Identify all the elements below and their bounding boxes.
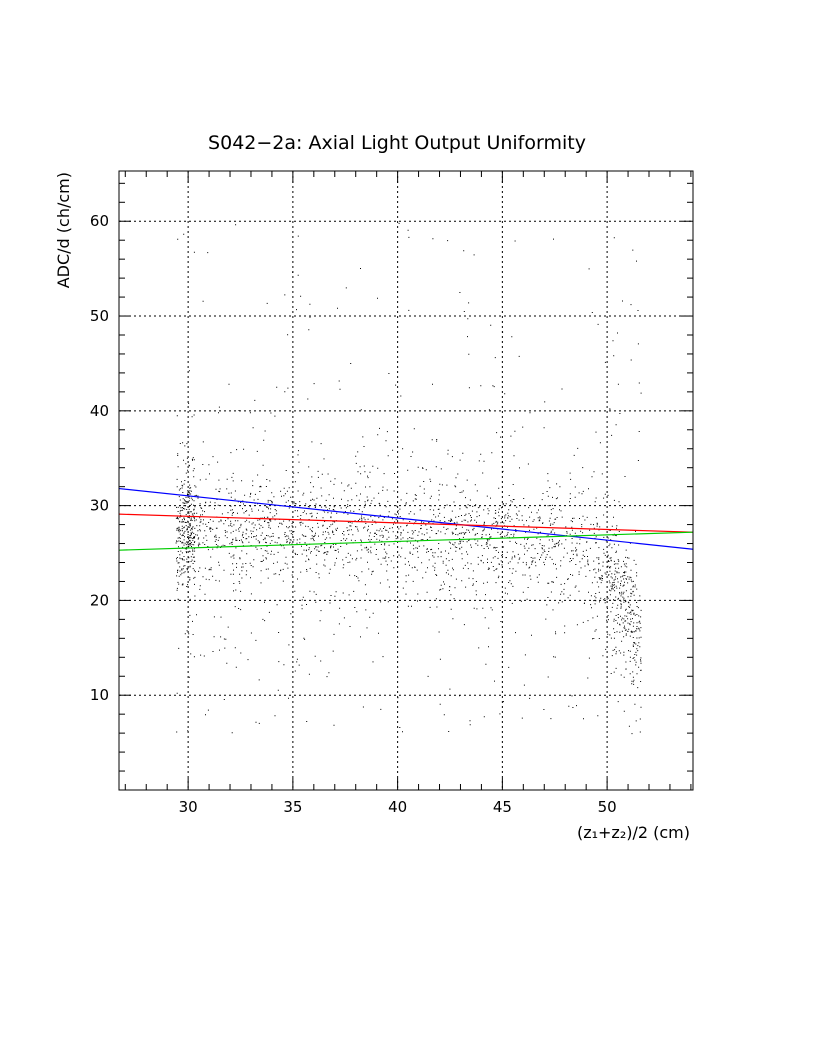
y-tick-label: 40 xyxy=(90,402,109,420)
x-tick-label: 40 xyxy=(388,798,407,816)
y-tick-label: 30 xyxy=(90,497,109,515)
y-tick-label: 20 xyxy=(90,591,109,609)
x-tick-label: 35 xyxy=(283,798,302,816)
fit-line-2 xyxy=(118,513,694,533)
y-tick-label: 50 xyxy=(90,307,109,325)
scatter-point-cloud xyxy=(175,222,642,735)
y-tick-label: 10 xyxy=(90,686,109,704)
chart-title: S042−2a: Axial Light Output Uniformity xyxy=(208,132,586,154)
x-tick-label: 30 xyxy=(179,798,198,816)
y-axis-title: ADC/d (ch/cm) xyxy=(54,172,73,288)
plot-frame xyxy=(118,170,694,791)
fit-lines xyxy=(118,487,694,551)
x-axis-title: (z₁+z₂)/2 (cm) xyxy=(577,823,690,842)
grid xyxy=(119,171,693,790)
x-tick-label: 45 xyxy=(493,798,512,816)
scatter-points xyxy=(175,222,642,735)
fit-line-1 xyxy=(118,487,694,550)
y-tick-label: 60 xyxy=(90,212,109,230)
axis-ticks: 30 35 40 45 50 10 20 30 40 50 60 xyxy=(90,171,693,816)
x-tick-label: 50 xyxy=(598,798,617,816)
fit-line-3 xyxy=(118,531,694,551)
